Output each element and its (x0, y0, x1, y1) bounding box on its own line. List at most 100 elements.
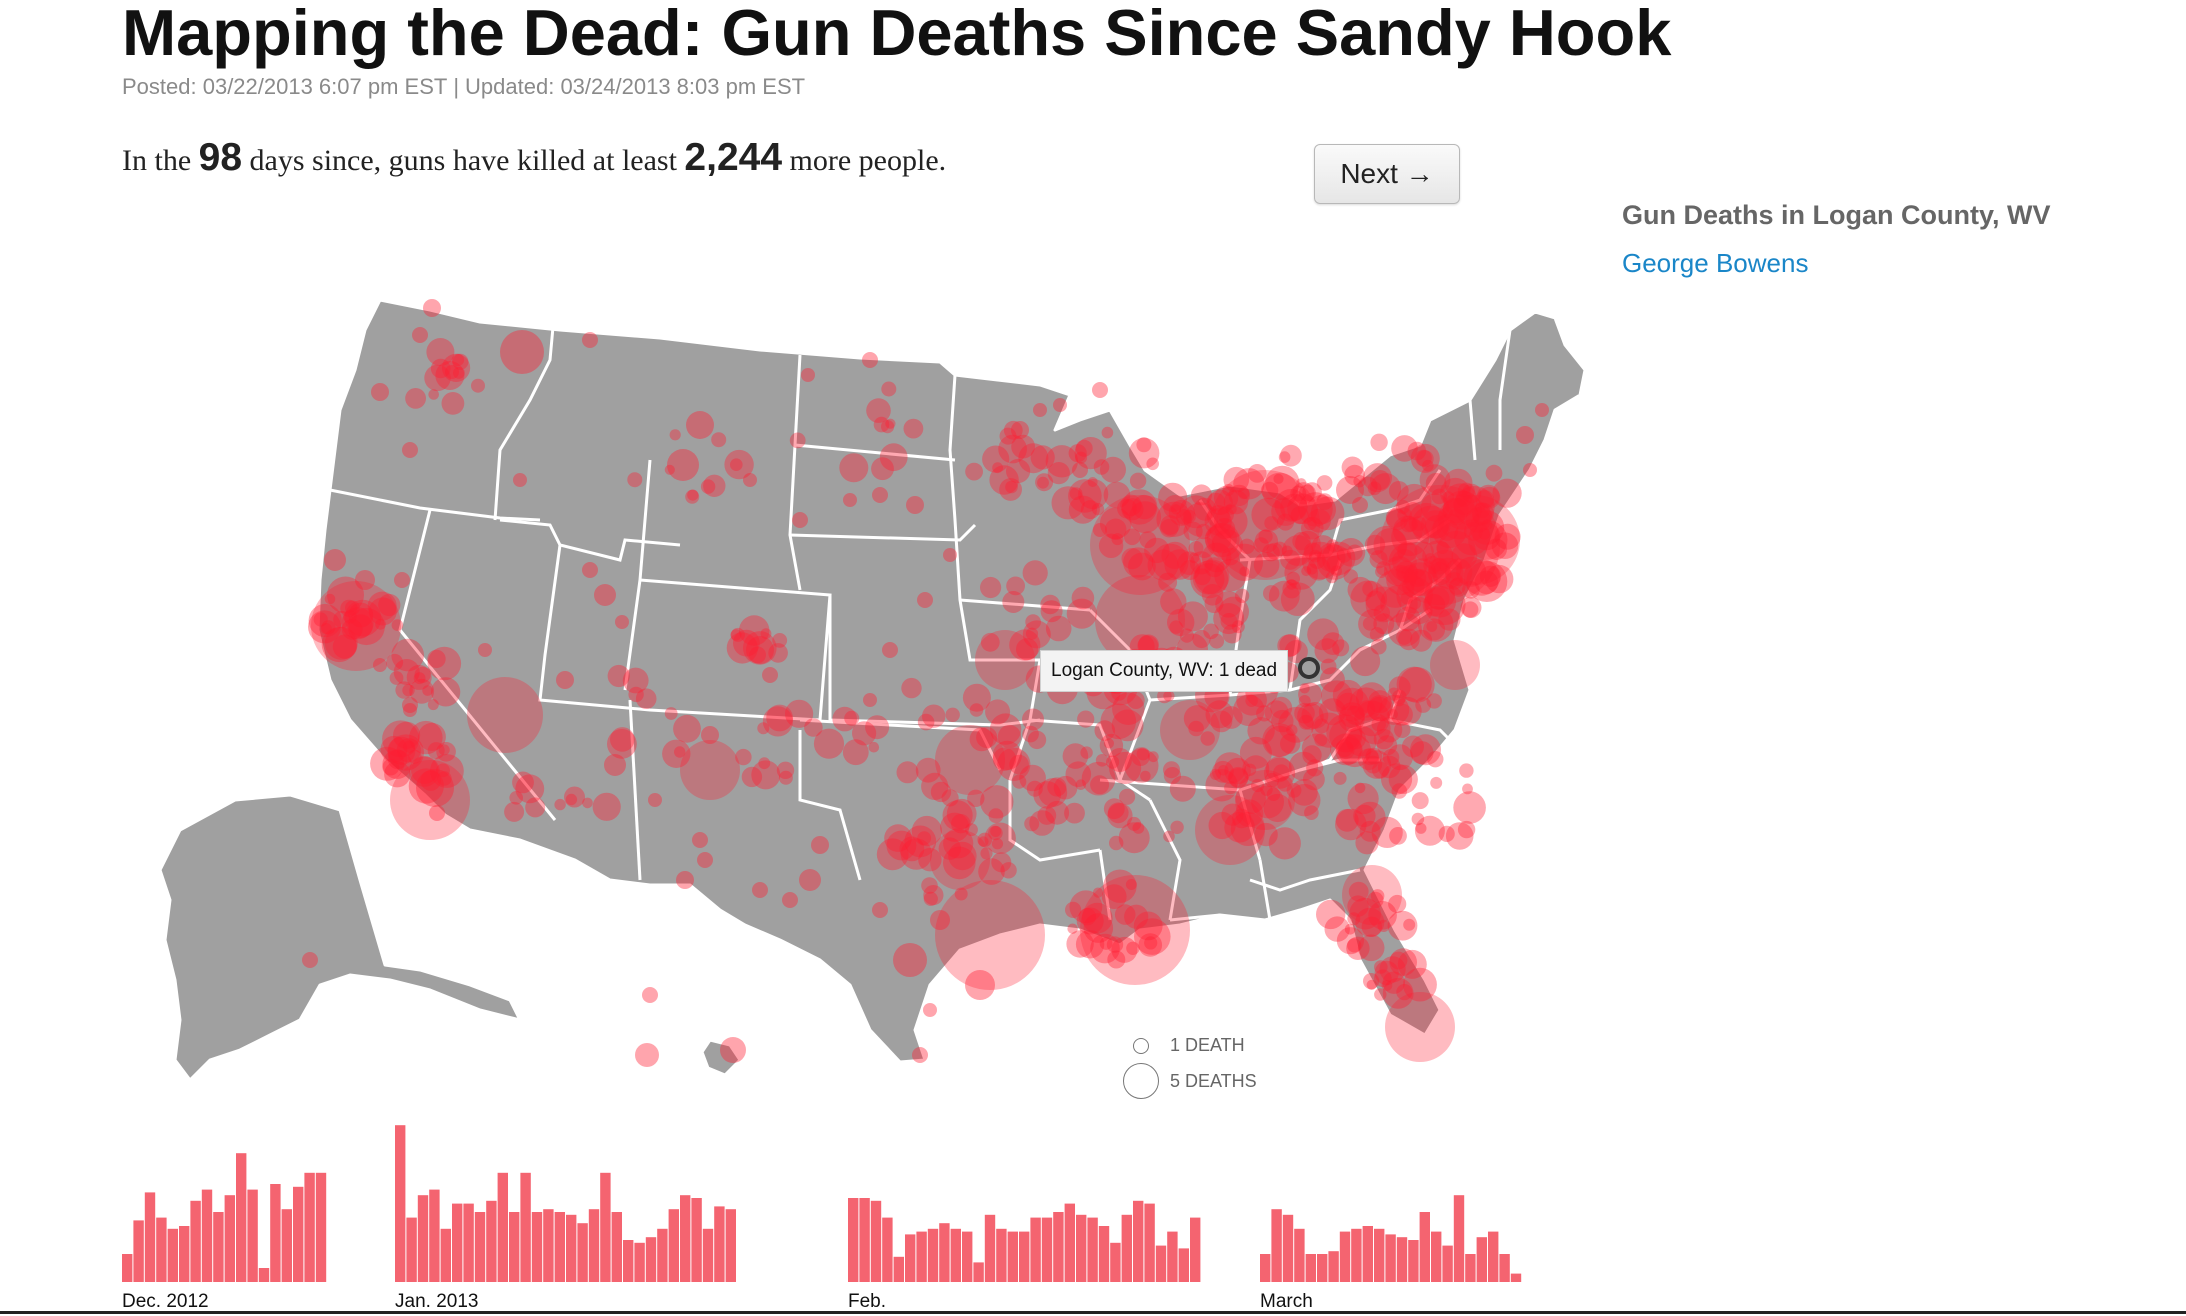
death-marker[interactable] (1280, 582, 1315, 616)
death-marker[interactable] (1230, 812, 1265, 846)
death-marker[interactable] (427, 649, 446, 669)
death-marker[interactable] (1405, 596, 1433, 625)
death-marker[interactable] (1344, 728, 1366, 750)
death-marker[interactable] (1066, 930, 1094, 958)
death-marker[interactable] (1265, 465, 1300, 501)
death-marker[interactable] (1426, 587, 1450, 610)
death-marker[interactable] (1478, 527, 1491, 540)
death-marker[interactable] (991, 838, 1004, 850)
death-marker[interactable] (1025, 627, 1039, 640)
death-marker[interactable] (1426, 621, 1438, 632)
death-marker-large[interactable] (1380, 485, 1500, 605)
death-marker[interactable] (416, 769, 454, 807)
death-marker[interactable] (1421, 510, 1450, 539)
death-marker[interactable] (375, 618, 386, 630)
death-marker[interactable] (943, 846, 976, 880)
death-marker[interactable] (1353, 475, 1366, 488)
death-marker[interactable] (1361, 916, 1383, 937)
death-marker[interactable] (1126, 941, 1140, 955)
death-marker[interactable] (1236, 685, 1267, 716)
death-marker[interactable] (387, 734, 424, 771)
death-marker[interactable] (1294, 702, 1315, 724)
death-marker[interactable] (513, 473, 527, 487)
death-marker[interactable] (676, 871, 694, 889)
death-marker[interactable] (1432, 513, 1467, 549)
death-marker[interactable] (1016, 638, 1039, 661)
death-marker[interactable] (1099, 507, 1132, 540)
death-marker[interactable] (1292, 482, 1315, 505)
death-marker[interactable] (321, 627, 357, 663)
death-marker[interactable] (1120, 494, 1142, 516)
death-marker[interactable] (985, 699, 1011, 725)
death-marker[interactable] (592, 792, 621, 821)
death-marker[interactable] (965, 823, 978, 837)
death-marker[interactable] (1392, 549, 1417, 574)
death-marker[interactable] (1247, 717, 1275, 745)
death-marker[interactable] (430, 754, 464, 788)
death-marker[interactable] (1205, 769, 1238, 802)
death-marker[interactable] (760, 628, 772, 639)
death-marker[interactable] (368, 597, 397, 626)
death-marker[interactable] (1206, 492, 1226, 512)
death-marker[interactable] (1359, 713, 1391, 745)
death-marker[interactable] (1228, 484, 1250, 507)
death-marker[interactable] (1381, 763, 1413, 795)
death-marker[interactable] (873, 416, 890, 433)
death-marker[interactable] (1114, 904, 1136, 925)
death-marker[interactable] (313, 612, 328, 627)
death-marker[interactable] (1124, 748, 1159, 783)
death-marker[interactable] (1336, 692, 1360, 717)
death-marker[interactable] (1478, 486, 1501, 509)
death-marker[interactable] (1247, 464, 1267, 483)
death-marker[interactable] (1053, 775, 1078, 800)
death-marker[interactable] (1033, 781, 1061, 809)
death-marker[interactable] (1492, 478, 1522, 508)
death-marker[interactable] (862, 352, 878, 368)
death-marker[interactable] (1242, 755, 1270, 783)
death-marker[interactable] (1163, 690, 1175, 702)
death-marker[interactable] (782, 892, 798, 908)
death-marker[interactable] (692, 832, 708, 848)
death-marker-large[interactable] (1430, 640, 1480, 690)
death-marker[interactable] (1140, 770, 1151, 782)
death-marker[interactable] (504, 801, 525, 822)
death-marker[interactable] (1206, 523, 1237, 554)
death-marker[interactable] (324, 593, 336, 605)
death-marker[interactable] (1314, 718, 1330, 734)
death-marker[interactable] (1366, 525, 1407, 566)
death-marker[interactable] (1387, 612, 1422, 647)
death-marker[interactable] (1290, 779, 1318, 806)
death-marker[interactable] (1224, 757, 1251, 785)
death-marker-large[interactable] (1080, 875, 1190, 985)
death-marker[interactable] (1270, 696, 1293, 719)
death-marker[interactable] (1430, 776, 1443, 789)
death-marker[interactable] (1218, 765, 1229, 776)
death-marker[interactable] (904, 825, 937, 858)
death-marker[interactable] (1430, 558, 1448, 575)
death-marker[interactable] (1444, 558, 1473, 586)
death-marker[interactable] (1066, 598, 1097, 629)
death-marker[interactable] (1264, 700, 1289, 725)
death-marker[interactable] (938, 837, 961, 860)
death-marker[interactable] (1354, 782, 1366, 794)
death-marker[interactable] (1363, 973, 1380, 990)
death-marker[interactable] (515, 774, 545, 804)
death-marker[interactable] (901, 677, 922, 699)
death-marker[interactable] (1376, 717, 1403, 743)
death-marker[interactable] (1287, 493, 1318, 524)
death-marker[interactable] (701, 726, 719, 744)
death-marker[interactable] (1019, 764, 1046, 792)
death-marker[interactable] (1220, 613, 1238, 630)
death-marker[interactable] (1228, 768, 1249, 789)
death-marker[interactable] (1222, 624, 1242, 644)
death-marker[interactable] (1333, 771, 1347, 785)
death-marker[interactable] (1170, 504, 1182, 515)
death-marker[interactable] (1158, 482, 1188, 512)
death-marker[interactable] (1214, 559, 1247, 592)
death-marker[interactable] (1366, 979, 1377, 990)
death-marker[interactable] (1316, 543, 1346, 572)
death-marker[interactable] (1234, 588, 1250, 603)
death-marker[interactable] (697, 852, 713, 868)
death-marker[interactable] (1128, 437, 1160, 469)
death-marker[interactable] (1260, 481, 1279, 500)
